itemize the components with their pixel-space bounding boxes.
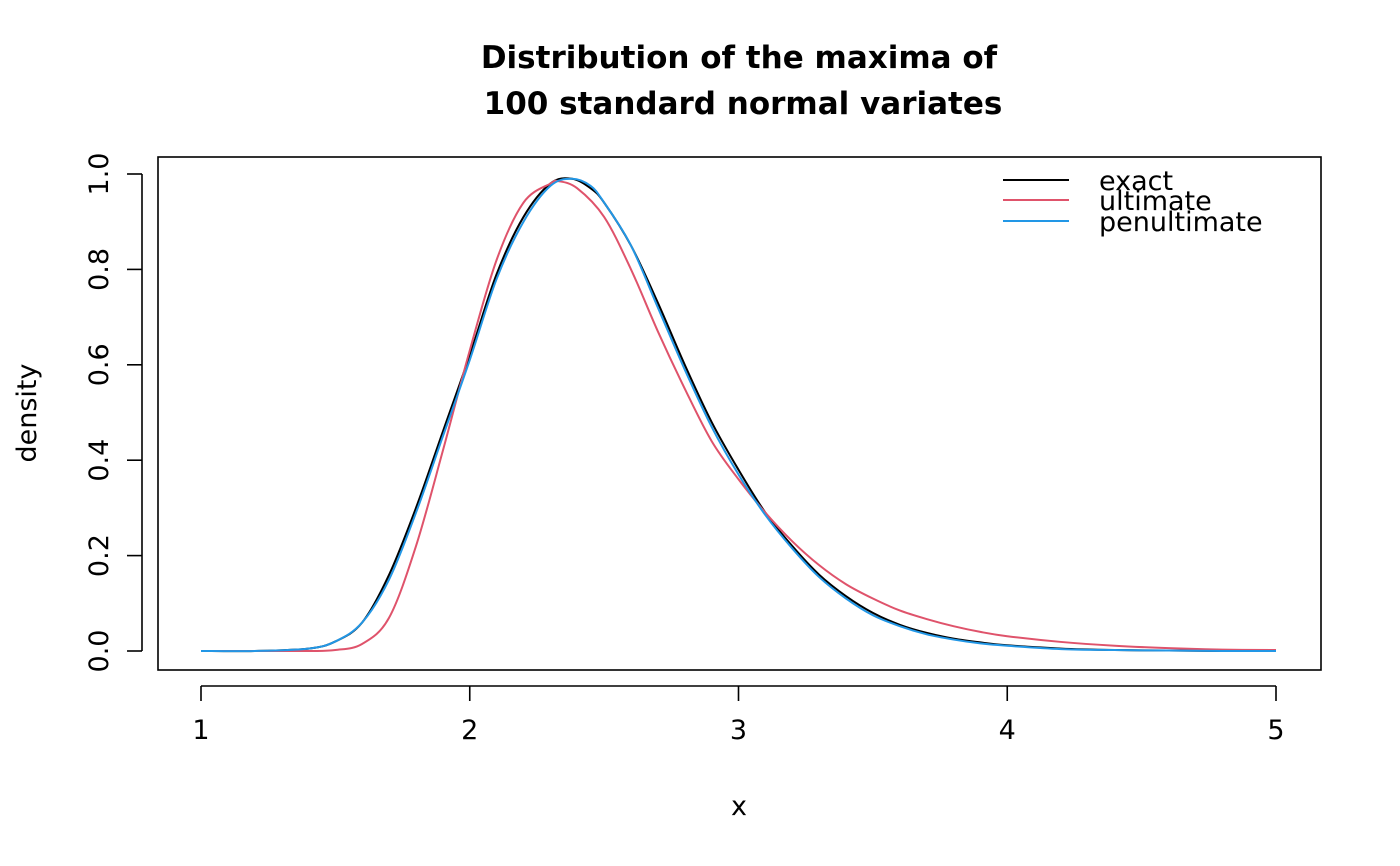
x-axis: 1 2 3 4 5 <box>192 685 1285 746</box>
y-tick-label: 0.6 <box>84 343 115 386</box>
y-tick-label: 0.8 <box>84 248 115 291</box>
x-tick-label: 5 <box>1267 715 1284 746</box>
chart-title-line-1: Distribution of the maxima of <box>481 40 998 76</box>
y-tick-label: 0.4 <box>84 439 115 482</box>
series-line-penultimate <box>200 177 1277 653</box>
y-tick-label: 0.0 <box>84 630 115 673</box>
x-tick-label: 2 <box>461 715 478 746</box>
chart-title-line-2: 100 standard normal variates <box>484 86 1003 122</box>
x-axis-label: x <box>731 791 747 822</box>
y-tick-label: 1.0 <box>84 153 115 196</box>
legend-label-exact: exact <box>1099 166 1173 197</box>
series-line-ultimate <box>200 179 1277 653</box>
x-tick-label: 3 <box>730 715 747 746</box>
legend-label-ultimate: ultimate <box>1099 186 1212 217</box>
legend-label-penultimate: penultimate <box>1099 207 1263 238</box>
y-axis-label: density <box>12 363 43 462</box>
plot-frame <box>157 156 1322 671</box>
series-layer <box>200 177 1277 653</box>
x-tick-label: 1 <box>192 715 209 746</box>
x-tick-label: 4 <box>999 715 1016 746</box>
y-tick-label: 0.2 <box>84 534 115 577</box>
y-axis: 0.0 0.2 0.4 0.6 0.8 1.0 <box>84 153 143 673</box>
series-line-exact <box>200 177 1277 653</box>
